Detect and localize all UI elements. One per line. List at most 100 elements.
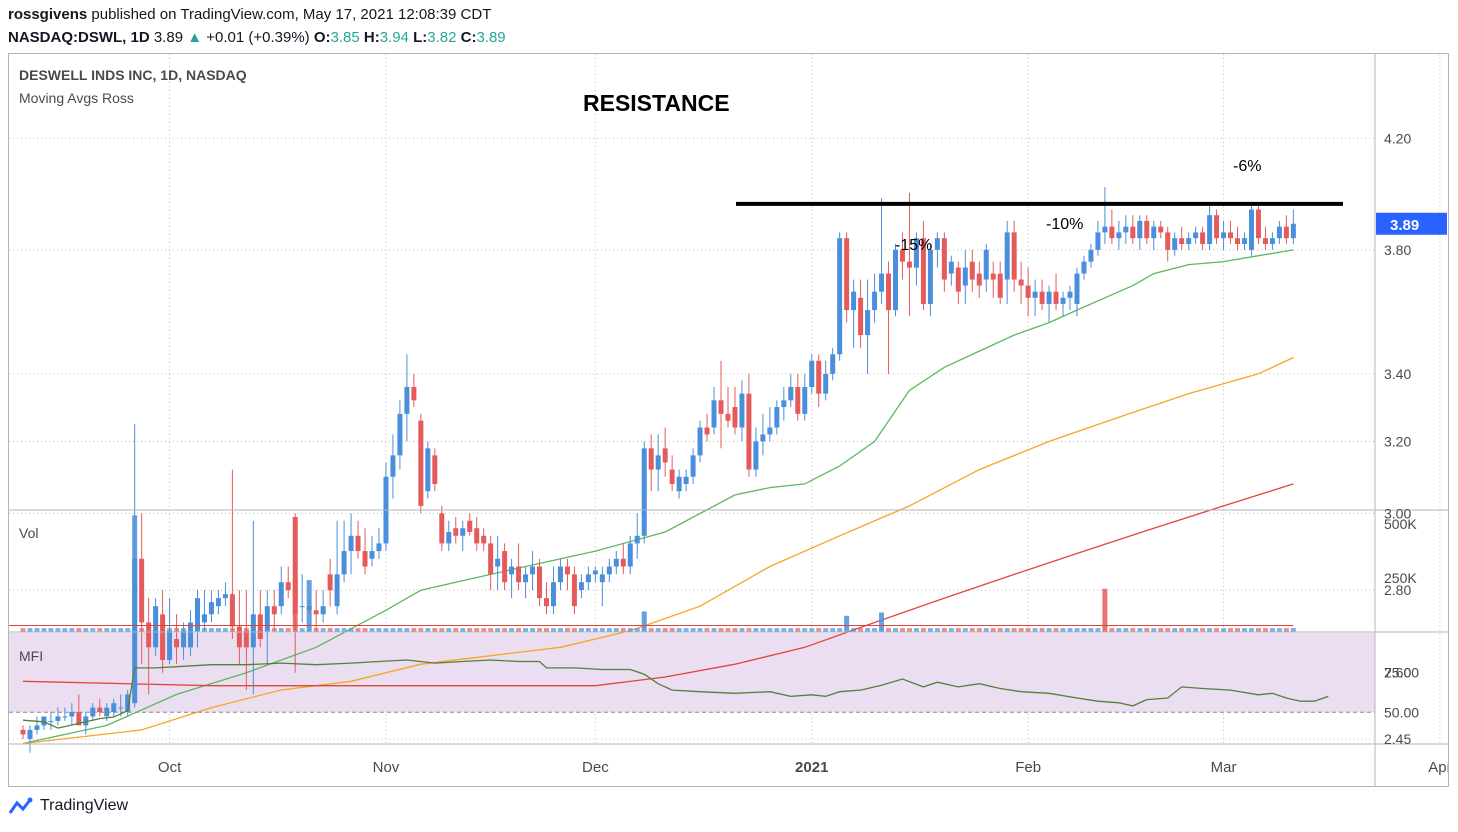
candle (1290, 209, 1296, 245)
volume-bar (571, 628, 577, 632)
volume-bar (369, 628, 375, 632)
candle (760, 413, 766, 456)
candle-body (690, 455, 696, 477)
candle-body (976, 273, 982, 286)
candle-body (1046, 291, 1052, 304)
volume-bar (1046, 628, 1052, 632)
volume-bar (641, 611, 647, 632)
candle-body (1255, 209, 1261, 239)
volume-bar (962, 628, 968, 632)
volume-bar (90, 628, 96, 632)
ma-mid-line (22, 356, 1294, 745)
volume-bar (104, 628, 110, 632)
candle-body (899, 249, 905, 262)
candle-body (544, 598, 549, 607)
candle (962, 249, 968, 304)
volume-bar (627, 628, 633, 632)
candle-body (1172, 238, 1178, 250)
volume-bar (439, 628, 445, 632)
candle-body (753, 441, 759, 470)
candle (1067, 285, 1073, 311)
volume-bar (1088, 628, 1094, 632)
candle (236, 590, 242, 665)
candle-body (990, 273, 996, 280)
candle (571, 566, 577, 615)
volume-bar (432, 628, 438, 632)
candle (299, 574, 305, 623)
volume-bar (1081, 628, 1087, 632)
volume-bar (1060, 628, 1066, 632)
candle-body (641, 448, 647, 536)
volume-bar (655, 628, 661, 632)
candle-body (97, 707, 103, 712)
volume-bar (718, 628, 724, 632)
candle (55, 707, 61, 726)
volume-bar (236, 628, 242, 632)
candle-body (906, 261, 912, 268)
time-tick-label: Nov (373, 759, 400, 776)
candle-body (571, 574, 577, 607)
candle (620, 543, 626, 575)
volume-bar (1137, 628, 1143, 632)
candle (208, 590, 214, 623)
candle (41, 716, 47, 730)
candle (767, 407, 773, 442)
candle (1025, 267, 1031, 317)
volume-bar (879, 612, 885, 632)
volume-bar (208, 628, 214, 632)
pullback-label-3[interactable]: -6% (1233, 158, 1261, 175)
candle-body (432, 455, 438, 484)
candle (795, 373, 801, 421)
legend-study[interactable]: Moving Avgs Ross (19, 90, 134, 106)
candle (174, 614, 180, 665)
candle-body (460, 528, 466, 536)
candle (606, 558, 612, 583)
volume-bar (725, 628, 731, 632)
candle (446, 520, 452, 552)
volume-bar (481, 628, 487, 632)
volume-bar (530, 628, 536, 632)
tradingview-logo[interactable]: TradingView (8, 797, 128, 815)
volume-bar (906, 628, 912, 632)
resistance-label[interactable]: RESISTANCE (583, 90, 730, 116)
time-tick-label: Feb (1015, 759, 1041, 776)
candle (690, 448, 696, 484)
candle (1032, 279, 1038, 317)
candle (467, 513, 473, 536)
candle (1200, 226, 1206, 250)
publish-info: rossgivens published on TradingView.com,… (8, 6, 491, 23)
candle (313, 590, 319, 631)
candle-body (369, 551, 375, 559)
candle-body (1186, 238, 1192, 245)
candle (229, 469, 235, 639)
candle-body (167, 630, 173, 660)
candle (627, 535, 633, 575)
volume-bar (341, 628, 347, 632)
volume-bar (1193, 628, 1199, 632)
chart-canvas[interactable]: 2.45 2.60 2.80 3.00 3.20 3.40 3.80 4.20 Oct Nov De… (9, 54, 1452, 786)
candle (76, 694, 82, 726)
pullback-label-2[interactable]: -10% (1046, 216, 1083, 233)
candle-body (1011, 232, 1017, 280)
volume-bar (872, 628, 878, 632)
ma-slow-line (22, 483, 1294, 687)
pullback-label-1[interactable]: -15% (895, 237, 932, 254)
candle-body (795, 386, 801, 414)
candle-body (1207, 215, 1213, 245)
candle (243, 590, 249, 691)
legend-title[interactable]: DESWELL INDS INC, 1D, NASDAQ (19, 67, 247, 83)
volume-bar (837, 628, 843, 632)
candle (557, 558, 563, 591)
volume-bar (1248, 628, 1254, 632)
chart-container[interactable]: 2.45 2.60 2.80 3.00 3.20 3.40 3.80 4.20 Oct Nov De… (8, 53, 1452, 787)
candle (1130, 215, 1136, 245)
candle-body (404, 386, 410, 414)
author-name[interactable]: rossgivens (8, 6, 88, 23)
volume-bar (1165, 628, 1171, 632)
volume-bar (816, 628, 822, 632)
candle (732, 386, 738, 435)
candle-body (1290, 223, 1296, 239)
volume-bar (201, 628, 207, 632)
volume-bar (404, 628, 410, 632)
candle (851, 279, 857, 348)
